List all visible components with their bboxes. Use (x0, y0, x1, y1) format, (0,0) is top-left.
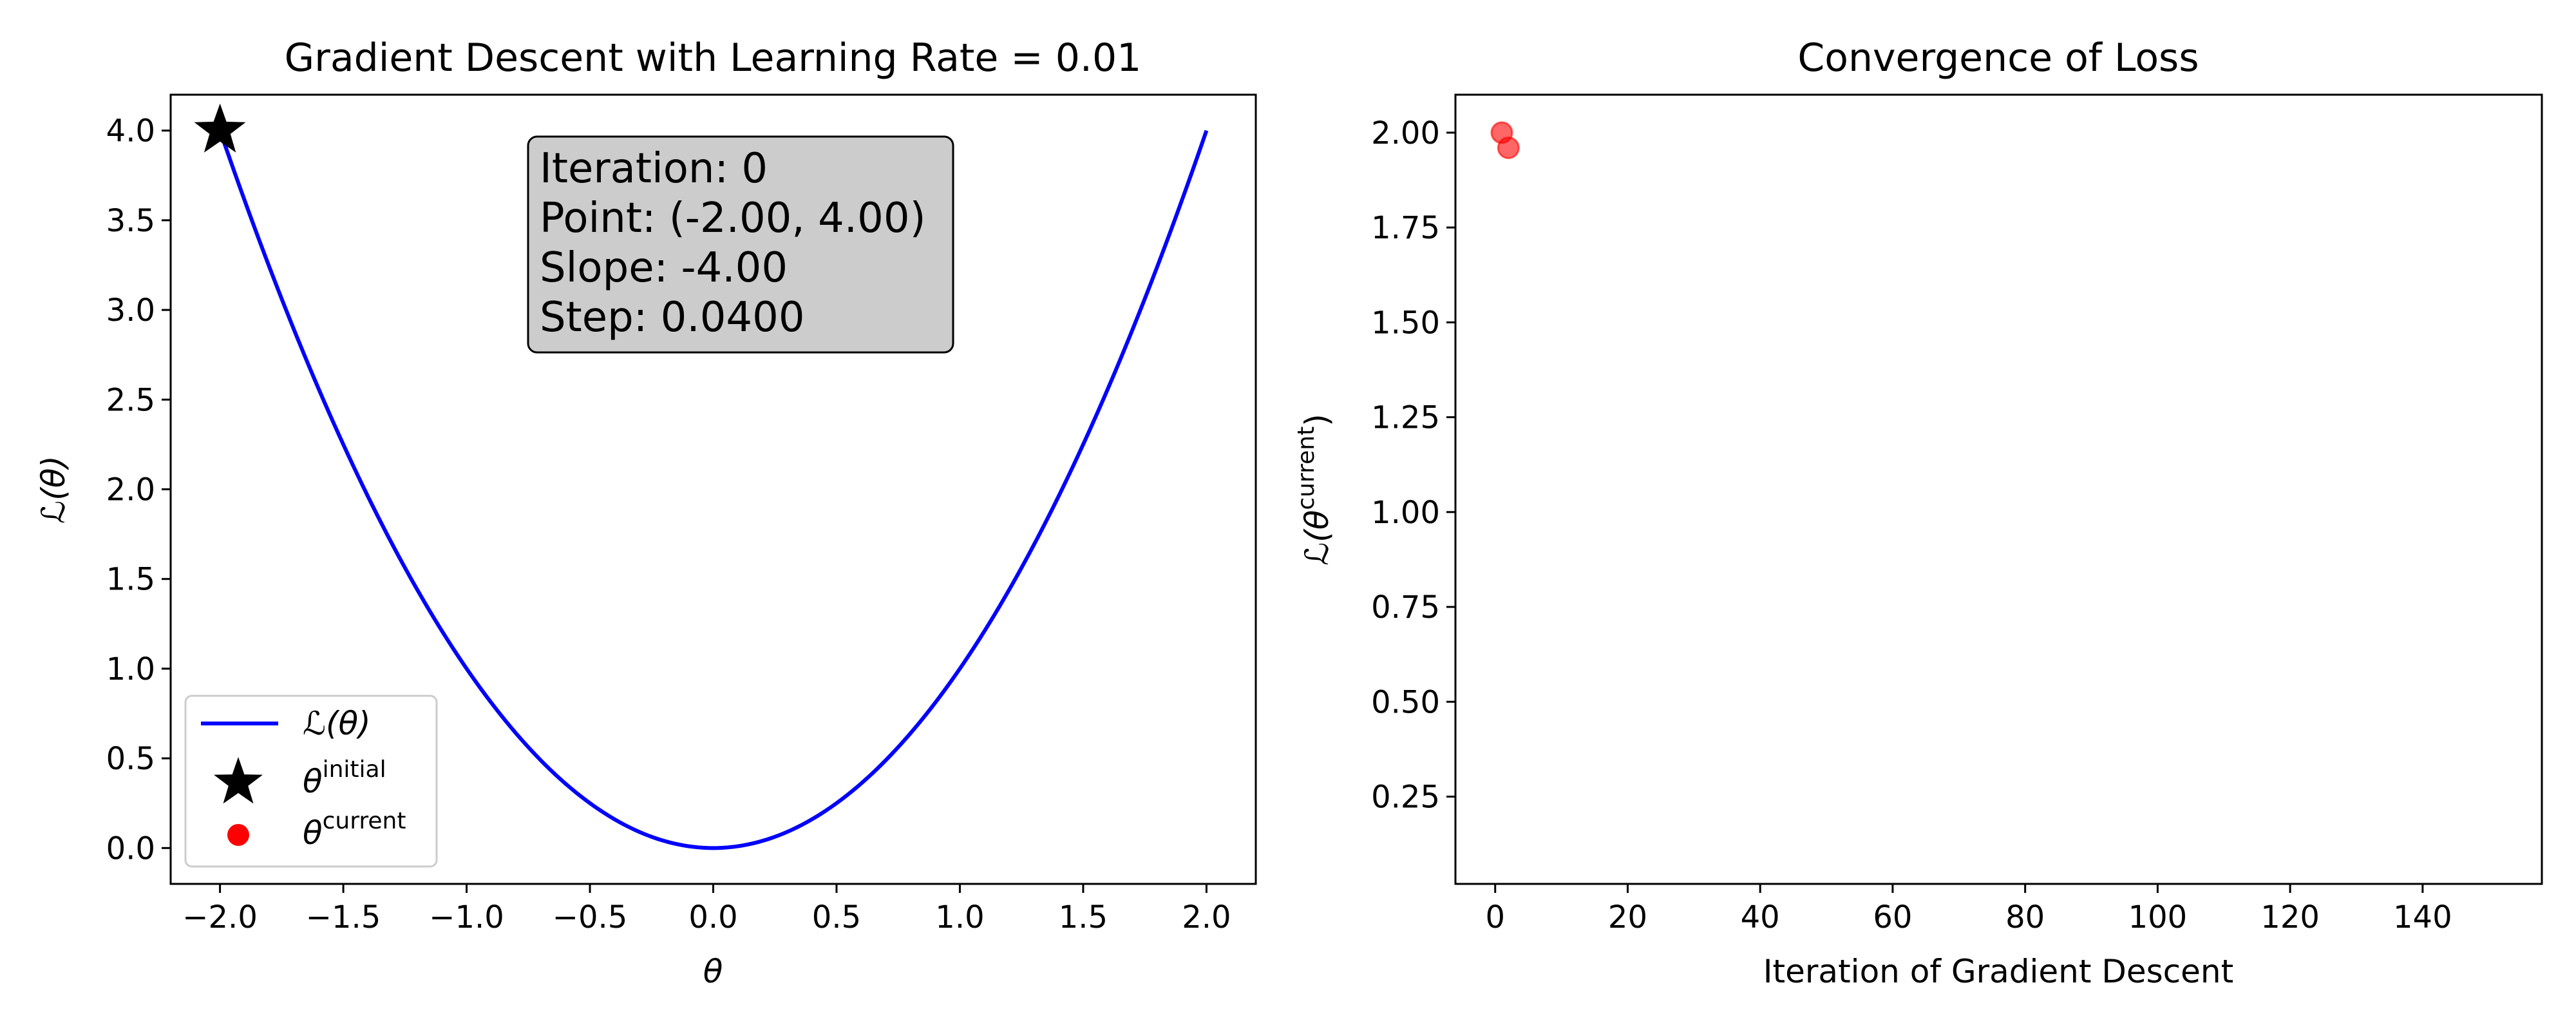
left-y-axis-label: ℒ(θ) (35, 455, 72, 524)
y-tick-label: 0.0 (106, 830, 155, 866)
legend-frame (184, 694, 438, 868)
legend-label-current: θcurrent (303, 808, 406, 852)
y-tick-label: 4.0 (106, 113, 155, 149)
x-tick-label: 140 (2393, 899, 2452, 935)
y-tick-label: 0.25 (1371, 780, 1440, 816)
right-y-label-sup: current (1293, 426, 1320, 510)
y-tick-label: 0.75 (1371, 589, 1440, 626)
right-x-axis-label: Iteration of Gradient Descent (1763, 953, 2233, 990)
legend-label-current-sup: current (323, 808, 406, 834)
left-chart-title: Gradient Descent with Learning Rate = 0.… (285, 35, 1142, 81)
right-plot-frame (1454, 93, 2543, 885)
x-tick-label: 1.5 (1059, 899, 1108, 935)
y-tick-label: 3.0 (106, 292, 155, 329)
x-tick-label: −1.5 (306, 899, 381, 935)
info-step: Step: 0.0400 (540, 294, 805, 341)
y-tick-label: 1.75 (1371, 210, 1440, 246)
y-tick-label: 0.5 (106, 741, 155, 777)
x-tick-label: 60 (1873, 899, 1912, 935)
info-point: Point: (-2.00, 4.00) (540, 195, 926, 242)
x-tick-label: 2.0 (1182, 899, 1231, 935)
left-chart: Gradient Descent with Learning Rate = 0.… (35, 35, 1257, 990)
y-tick-label: 3.5 (106, 203, 155, 239)
y-tick-label: 1.25 (1371, 400, 1440, 436)
iteration-info-box: Iteration: 0 Point: (-2.00, 4.00) Slope:… (527, 135, 954, 354)
x-tick-label: 1.0 (935, 899, 984, 935)
legend-label-initial: θinitial (303, 756, 386, 800)
right-y-label-end: ) (1298, 414, 1336, 426)
legend-label-initial-sup: initial (323, 756, 386, 783)
x-tick-label: 0.5 (812, 899, 861, 935)
left-x-axis-ticks: −2.0 −1.5 −1.0 −0.5 0.0 0.5 1.0 1.5 2.0 (182, 884, 1231, 935)
left-plot-area (194, 103, 1209, 850)
x-tick-label: 0 (1485, 899, 1505, 935)
right-y-axis-ticks: 0.25 0.50 0.75 1.00 1.25 1.50 1.75 2.00 (1371, 115, 1455, 816)
right-plot-area (1490, 121, 1520, 159)
left-y-axis-ticks: 0.0 0.5 1.0 1.5 2.0 2.5 3.0 3.5 4.0 (106, 113, 171, 866)
left-chart-legend: ℒ(θ) θinitial θcurrent (184, 694, 438, 868)
legend-label-current-base: θ (303, 814, 323, 852)
x-tick-label: 40 (1741, 899, 1780, 935)
info-slope: Slope: -4.00 (540, 244, 788, 292)
y-tick-label: 2.00 (1371, 115, 1440, 151)
right-chart-title: Convergence of Loss (1797, 35, 2199, 81)
right-x-axis-ticks: 0 20 40 60 80 100 120 140 (1485, 884, 2452, 935)
right-chart: Convergence of Loss 0 20 40 60 80 100 120 140 0… (1293, 35, 2543, 990)
x-tick-label: 120 (2260, 899, 2320, 935)
x-tick-label: 100 (2128, 899, 2188, 935)
x-tick-label: −2.0 (182, 899, 258, 935)
y-tick-label: 1.50 (1371, 305, 1440, 341)
info-iteration: Iteration: 0 (540, 145, 768, 193)
initial-theta-star (194, 103, 246, 153)
y-tick-label: 1.0 (106, 651, 155, 687)
legend-label-loss: ℒ(θ) (303, 705, 371, 742)
x-tick-label: 0.0 (688, 899, 737, 935)
y-tick-label: 1.5 (106, 562, 155, 598)
legend-star-icon (214, 757, 263, 804)
legend-label-initial-base: θ (303, 763, 323, 800)
loss-point (1497, 136, 1520, 159)
info-box-background (527, 135, 954, 354)
loss-curve (218, 129, 1209, 850)
legend-circle-icon (227, 824, 249, 846)
left-x-axis-label: θ (703, 953, 723, 990)
right-y-label-base: ℒ(θ (1298, 510, 1336, 566)
x-tick-label: 80 (2005, 899, 2045, 935)
x-tick-label: −1.0 (429, 899, 504, 935)
y-tick-label: 1.00 (1371, 495, 1440, 531)
y-tick-label: 2.0 (106, 472, 155, 508)
y-tick-label: 0.50 (1371, 684, 1440, 720)
x-tick-label: 20 (1608, 899, 1647, 935)
x-tick-label: −0.5 (553, 899, 628, 935)
right-y-axis-label: ℒ(θcurrent) (1293, 414, 1336, 566)
y-tick-label: 2.5 (106, 382, 155, 418)
